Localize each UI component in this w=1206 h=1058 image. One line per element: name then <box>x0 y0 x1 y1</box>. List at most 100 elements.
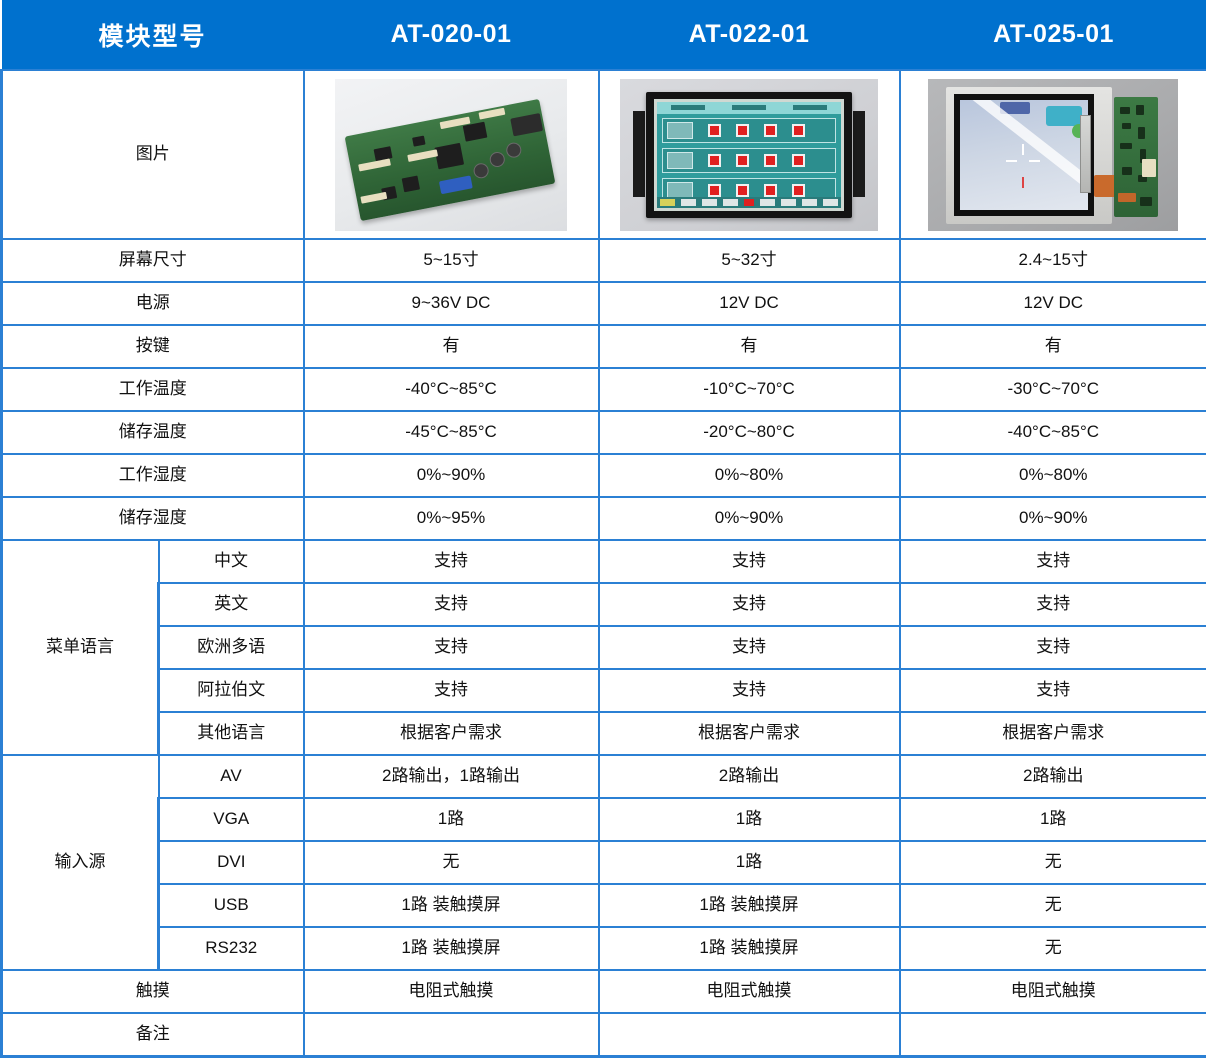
row-value-1: 支持 <box>304 583 599 626</box>
row-value-2: 1路 装触摸屏 <box>599 927 900 970</box>
cell-photo-2 <box>599 70 900 239</box>
row-value-1: 1路 装触摸屏 <box>304 884 599 927</box>
row-value-2: 支持 <box>599 626 900 669</box>
table-row-image: 图片 <box>2 70 1206 239</box>
row-value-2: 电阻式触摸 <box>599 970 900 1013</box>
table-row: 储存温度 -45°C~85°C -20°C~80°C -40°C~85°C <box>2 411 1206 454</box>
row-label: 电源 <box>2 282 304 325</box>
row-value-1: 1路 <box>304 798 599 841</box>
header-product-3: AT-025-01 <box>900 0 1206 70</box>
row-value-3: -40°C~85°C <box>900 411 1206 454</box>
pcb-board-graphic <box>345 98 556 220</box>
sub-label: 阿拉伯文 <box>159 669 304 712</box>
sub-label: DVI <box>159 841 304 884</box>
row-value-1: 9~36V DC <box>304 282 599 325</box>
row-value-1: 支持 <box>304 540 599 583</box>
row-value-1: -40°C~85°C <box>304 368 599 411</box>
hmi-screen-graphic <box>654 99 844 211</box>
table-header: 模块型号 AT-020-01 AT-022-01 AT-025-01 <box>2 0 1206 70</box>
table-row-touch: 触摸 电阻式触摸 电阻式触摸 电阻式触摸 <box>2 970 1206 1013</box>
row-value-3: 支持 <box>900 583 1206 626</box>
sub-label: 中文 <box>159 540 304 583</box>
row-value-3: 12V DC <box>900 282 1206 325</box>
row-value-3: 无 <box>900 884 1206 927</box>
table-row: 工作湿度 0%~90% 0%~80% 0%~80% <box>2 454 1206 497</box>
row-label: 储存湿度 <box>2 497 304 540</box>
table-row-input: RS232 1路 装触摸屏 1路 装触摸屏 无 <box>2 927 1206 970</box>
row-value-1: 无 <box>304 841 599 884</box>
table-row-language: 欧洲多语 支持 支持 支持 <box>2 626 1206 669</box>
row-value-2: 1路 装触摸屏 <box>599 884 900 927</box>
row-value-2: 0%~90% <box>599 497 900 540</box>
row-value-1: 电阻式触摸 <box>304 970 599 1013</box>
group-label-input-source: 输入源 <box>2 755 159 970</box>
product-photo-at-020-01 <box>335 79 567 231</box>
row-value-1: -45°C~85°C <box>304 411 599 454</box>
sub-label: VGA <box>159 798 304 841</box>
row-value-1: 2路输出，1路输出 <box>304 755 599 798</box>
row-value-3: 无 <box>900 927 1206 970</box>
row-value-2: 2路输出 <box>599 755 900 798</box>
row-value-2: 有 <box>599 325 900 368</box>
header-model-label: 模块型号 <box>2 0 304 70</box>
row-value-1: 1路 装触摸屏 <box>304 927 599 970</box>
header-row: 模块型号 AT-020-01 AT-022-01 AT-025-01 <box>2 0 1206 70</box>
header-product-1: AT-020-01 <box>304 0 599 70</box>
sub-label: RS232 <box>159 927 304 970</box>
row-value-2: 支持 <box>599 583 900 626</box>
row-value-2: 支持 <box>599 540 900 583</box>
row-value-2: -10°C~70°C <box>599 368 900 411</box>
header-product-2: AT-022-01 <box>599 0 900 70</box>
row-value-3: -30°C~70°C <box>900 368 1206 411</box>
row-value-3: 无 <box>900 841 1206 884</box>
sub-label: USB <box>159 884 304 927</box>
row-value-3: 电阻式触摸 <box>900 970 1206 1013</box>
table-row-input: DVI 无 1路 无 <box>2 841 1206 884</box>
row-label: 工作温度 <box>2 368 304 411</box>
row-value-1: 根据客户需求 <box>304 712 599 755</box>
row-value-2: -20°C~80°C <box>599 411 900 454</box>
row-value-3: 有 <box>900 325 1206 368</box>
product-photo-at-025-01 <box>928 79 1178 231</box>
row-label: 工作湿度 <box>2 454 304 497</box>
row-value-1: 支持 <box>304 669 599 712</box>
group-label-language: 菜单语言 <box>2 540 159 755</box>
row-value-3: 0%~90% <box>900 497 1206 540</box>
crosshair-overlay-icon <box>1006 144 1040 178</box>
sub-label: 其他语言 <box>159 712 304 755</box>
row-value-1: 0%~95% <box>304 497 599 540</box>
row-value-2: 支持 <box>599 669 900 712</box>
row-value-2: 1路 <box>599 841 900 884</box>
row-value-3: 根据客户需求 <box>900 712 1206 755</box>
sub-label: 欧洲多语 <box>159 626 304 669</box>
row-label-image: 图片 <box>2 70 304 239</box>
row-value-2: 5~32寸 <box>599 239 900 282</box>
table-body: 图片 <box>2 70 1206 1056</box>
table-row-input: USB 1路 装触摸屏 1路 装触摸屏 无 <box>2 884 1206 927</box>
row-value-1: 5~15寸 <box>304 239 599 282</box>
row-value-3: 1路 <box>900 798 1206 841</box>
row-value-2: 1路 <box>599 798 900 841</box>
row-value-3: 支持 <box>900 540 1206 583</box>
table-row-language: 菜单语言 中文 支持 支持 支持 <box>2 540 1206 583</box>
row-value-3: 0%~80% <box>900 454 1206 497</box>
table-row: 储存湿度 0%~95% 0%~90% 0%~90% <box>2 497 1206 540</box>
table-row-language: 阿拉伯文 支持 支持 支持 <box>2 669 1206 712</box>
cell-photo-3 <box>900 70 1206 239</box>
row-value-2: 0%~80% <box>599 454 900 497</box>
table-row-language: 英文 支持 支持 支持 <box>2 583 1206 626</box>
row-value-1: 0%~90% <box>304 454 599 497</box>
row-label: 储存温度 <box>2 411 304 454</box>
table-row-language: 其他语言 根据客户需求 根据客户需求 根据客户需求 <box>2 712 1206 755</box>
row-value-2: 12V DC <box>599 282 900 325</box>
row-value-3: 2路输出 <box>900 755 1206 798</box>
row-label: 屏幕尺寸 <box>2 239 304 282</box>
table-row: 屏幕尺寸 5~15寸 5~32寸 2.4~15寸 <box>2 239 1206 282</box>
sub-label: 英文 <box>159 583 304 626</box>
table-row-input: VGA 1路 1路 1路 <box>2 798 1206 841</box>
row-value-3: 支持 <box>900 626 1206 669</box>
row-value-1: 支持 <box>304 626 599 669</box>
product-photo-at-022-01 <box>620 79 878 231</box>
sub-label: AV <box>159 755 304 798</box>
